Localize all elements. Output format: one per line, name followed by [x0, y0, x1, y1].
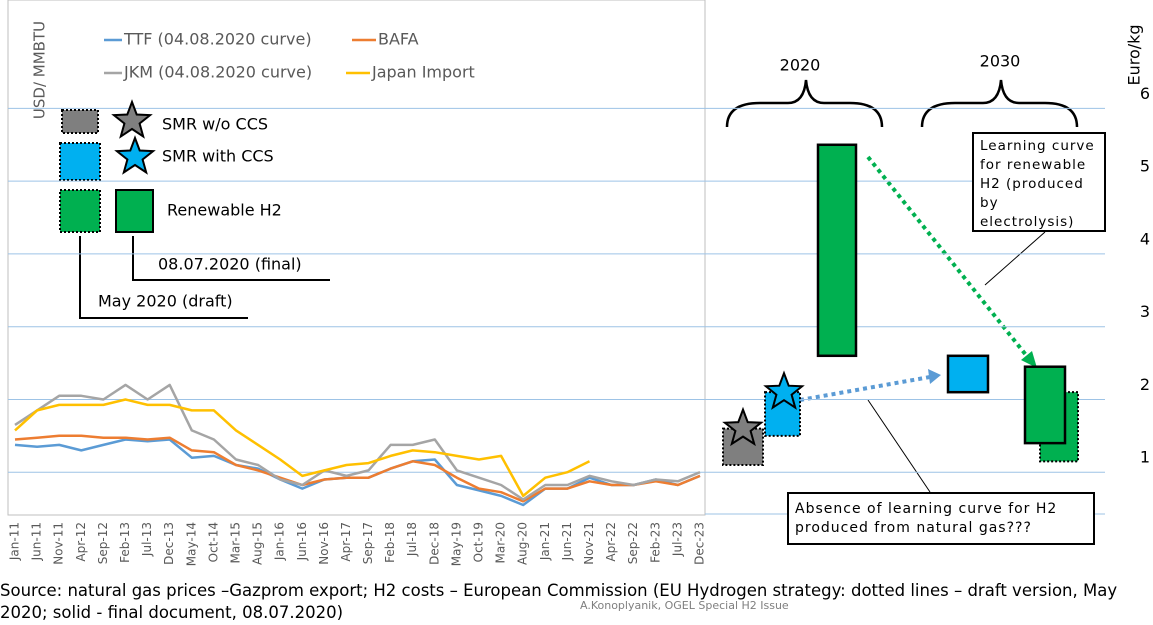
- connector: [79, 236, 248, 319]
- x-tick-label: Aug-20: [516, 522, 530, 565]
- cost-range: [816, 143, 858, 358]
- y2-tick-label: 2: [1140, 375, 1150, 394]
- plot-frame: [7, 0, 706, 516]
- x-tick-label: Jan-16: [273, 522, 287, 561]
- legend-icon: [61, 109, 99, 134]
- arrowhead: [1021, 351, 1037, 368]
- x-tick-label: Apr-17: [339, 522, 353, 562]
- y2-tick-label: 4: [1140, 229, 1150, 248]
- x-tick-label: Jun-21: [560, 522, 574, 561]
- y2-tick-label: 5: [1140, 157, 1150, 176]
- y2-tick-label: 6: [1140, 84, 1150, 103]
- x-tick-label: Nov-11: [52, 522, 66, 565]
- cost-range: [946, 354, 990, 394]
- arrowhead: [928, 369, 941, 384]
- x-tick-label: May-14: [184, 522, 198, 566]
- marks: 1 2 3 4 5 6 Jan-11 Jun-11 Nov-11 Apr-12 Sep-12 Feb-…: [8, 84, 1151, 566]
- x-tick-label: Apr-12: [74, 522, 88, 562]
- cost-range: [1023, 365, 1067, 445]
- y2-axis-label: Euro/kg: [1125, 24, 1144, 85]
- annotation: 08.07.2020 (final): [158, 255, 302, 274]
- legend-label: SMR with CCS: [162, 147, 274, 166]
- cost-star: [722, 406, 764, 447]
- series-line: [14, 383, 701, 501]
- series-line: [14, 398, 591, 498]
- x-tick-label: Jul-13: [140, 522, 154, 557]
- legend-icon: [59, 189, 101, 233]
- x-tick-label: Feb-18: [383, 522, 397, 563]
- brace: [725, 79, 884, 128]
- legend-label: BAFA: [378, 30, 419, 49]
- cost-star: [763, 370, 805, 410]
- x-tick-label: Dec-13: [162, 522, 176, 565]
- legend-label: JKM (04.08.2020 curve): [123, 63, 312, 82]
- x-tick-label: Jan-11: [8, 522, 22, 561]
- trend-arrow: [866, 155, 1032, 362]
- callout: Absence of learning curve for H2 produce…: [787, 492, 1095, 545]
- legend-icon: [111, 99, 153, 139]
- x-tick-label: Sep-17: [361, 522, 375, 564]
- y-axis-label: USD/ MMBTU: [31, 21, 49, 119]
- x-tick-label: Sep-22: [626, 522, 640, 564]
- legend-label: Japan Import: [371, 63, 475, 82]
- credit: A.Konoplyanik, OGEL Special H2 Issue: [580, 599, 789, 612]
- callout: Learning curve for renewable H2 (produce…: [972, 132, 1106, 232]
- x-tick-label: Apr-22: [604, 522, 618, 562]
- trend-arrow: [799, 375, 931, 402]
- x-tick-label: Jun-11: [30, 522, 44, 561]
- x-tick-label: Dec-23: [693, 522, 707, 565]
- x-tick-label: May-19: [449, 522, 463, 566]
- year-label: 2030: [980, 52, 1021, 71]
- x-tick-label: Nov-16: [317, 522, 331, 565]
- brace: [920, 79, 1079, 128]
- callout-pointer: [867, 399, 931, 493]
- callout-pointer: [984, 231, 1046, 286]
- legend-label: Renewable H2: [167, 201, 282, 220]
- y2-tick-label: 3: [1140, 302, 1150, 321]
- x-tick-label: Dec-18: [427, 522, 441, 565]
- x-tick-label: Jun-16: [295, 522, 309, 561]
- x-tick-label: Mar-20: [494, 522, 508, 563]
- x-tick-label: Aug-15: [251, 522, 265, 565]
- series-line: [14, 434, 701, 503]
- year-label: 2020: [780, 56, 821, 75]
- legend-icon: [114, 135, 156, 175]
- x-tick-label: Feb-13: [118, 522, 132, 563]
- legend-label: TTF (04.08.2020 curve): [123, 30, 312, 49]
- x-tick-label: Sep-12: [96, 522, 110, 564]
- connector: [132, 236, 330, 281]
- y2-tick-label: 1: [1140, 448, 1150, 467]
- x-tick-label: Nov-21: [582, 522, 596, 565]
- x-tick-label: Oct-19: [472, 522, 486, 562]
- legend-label: SMR w/o CCS: [162, 115, 268, 134]
- x-tick-label: Oct-14: [206, 522, 220, 562]
- x-tick-label: Mar-15: [228, 522, 242, 563]
- x-tick-label: Feb-23: [648, 522, 662, 563]
- x-tick-label: Jan-21: [538, 522, 552, 561]
- x-tick-label: Jul-18: [405, 522, 419, 557]
- legend-icon: [115, 189, 154, 233]
- legend-icon: [59, 142, 101, 181]
- source-note: Source: natural gas prices –Gazprom expo…: [0, 581, 1118, 622]
- annotation: May 2020 (draft): [98, 292, 233, 311]
- x-tick-label: Jul-23: [670, 522, 684, 557]
